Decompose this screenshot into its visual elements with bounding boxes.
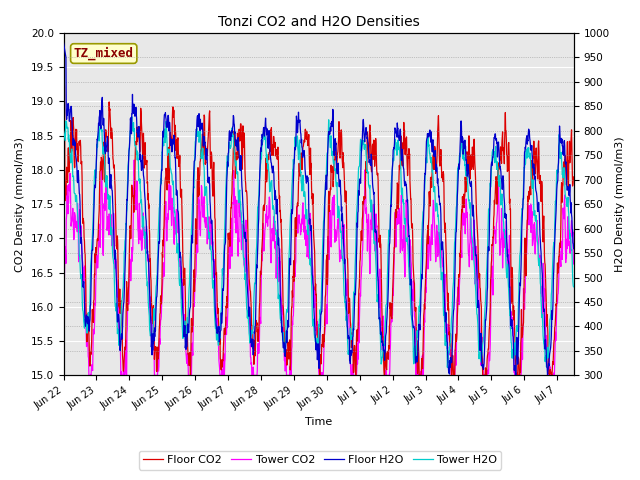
Floor H2O (207, 215, 214, 221)
Y-axis label: H2O Density (mmol/m3): H2O Density (mmol/m3) (615, 136, 625, 272)
Floor CO2 (187, 372, 195, 378)
Tower CO2 (85, 372, 93, 378)
Floor CO2 (570, 177, 577, 182)
Floor H2O (60, 40, 67, 46)
Tower H2O (503, 275, 511, 280)
Tower CO2 (161, 211, 169, 217)
Line: Tower CO2: Tower CO2 (63, 160, 573, 375)
Tower H2O (570, 284, 577, 290)
Tower H2O (60, 128, 67, 133)
Floor H2O (253, 265, 261, 271)
Floor CO2 (60, 64, 67, 70)
Floor CO2 (502, 137, 510, 143)
Floor H2O (161, 112, 168, 118)
Tower H2O (152, 298, 159, 303)
Floor CO2 (253, 329, 261, 335)
Legend: Floor CO2, Tower CO2, Floor H2O, Tower H2O: Floor CO2, Tower CO2, Floor H2O, Tower H… (139, 451, 501, 469)
Tower H2O (128, 114, 136, 120)
Line: Floor H2O: Floor H2O (63, 43, 573, 375)
Floor CO2 (446, 344, 454, 349)
Floor CO2 (161, 196, 168, 202)
Floor CO2 (151, 348, 159, 353)
Line: Floor CO2: Floor CO2 (63, 67, 573, 375)
Title: Tonzi CO2 and H2O Densities: Tonzi CO2 and H2O Densities (218, 15, 419, 29)
Tower H2O (161, 140, 169, 145)
Floor H2O (502, 211, 510, 217)
Tower CO2 (131, 157, 138, 163)
Floor CO2 (207, 154, 215, 160)
Tower CO2 (254, 342, 262, 348)
Tower H2O (207, 248, 215, 253)
Floor H2O (445, 371, 453, 377)
Floor H2O (151, 325, 159, 331)
Line: Tower H2O: Tower H2O (63, 117, 573, 367)
X-axis label: Time: Time (305, 417, 332, 427)
Tower CO2 (60, 299, 67, 304)
Tower CO2 (446, 352, 454, 358)
Tower H2O (253, 219, 261, 225)
Text: TZ_mixed: TZ_mixed (74, 47, 134, 60)
Tower CO2 (207, 222, 215, 228)
Floor H2O (512, 372, 520, 378)
Y-axis label: CO2 Density (mmol/m3): CO2 Density (mmol/m3) (15, 137, 25, 272)
Floor H2O (570, 246, 577, 252)
Tower CO2 (570, 261, 577, 267)
Tower H2O (446, 340, 454, 346)
Tower CO2 (152, 372, 159, 378)
Tower CO2 (503, 244, 511, 250)
Tower H2O (444, 364, 451, 370)
